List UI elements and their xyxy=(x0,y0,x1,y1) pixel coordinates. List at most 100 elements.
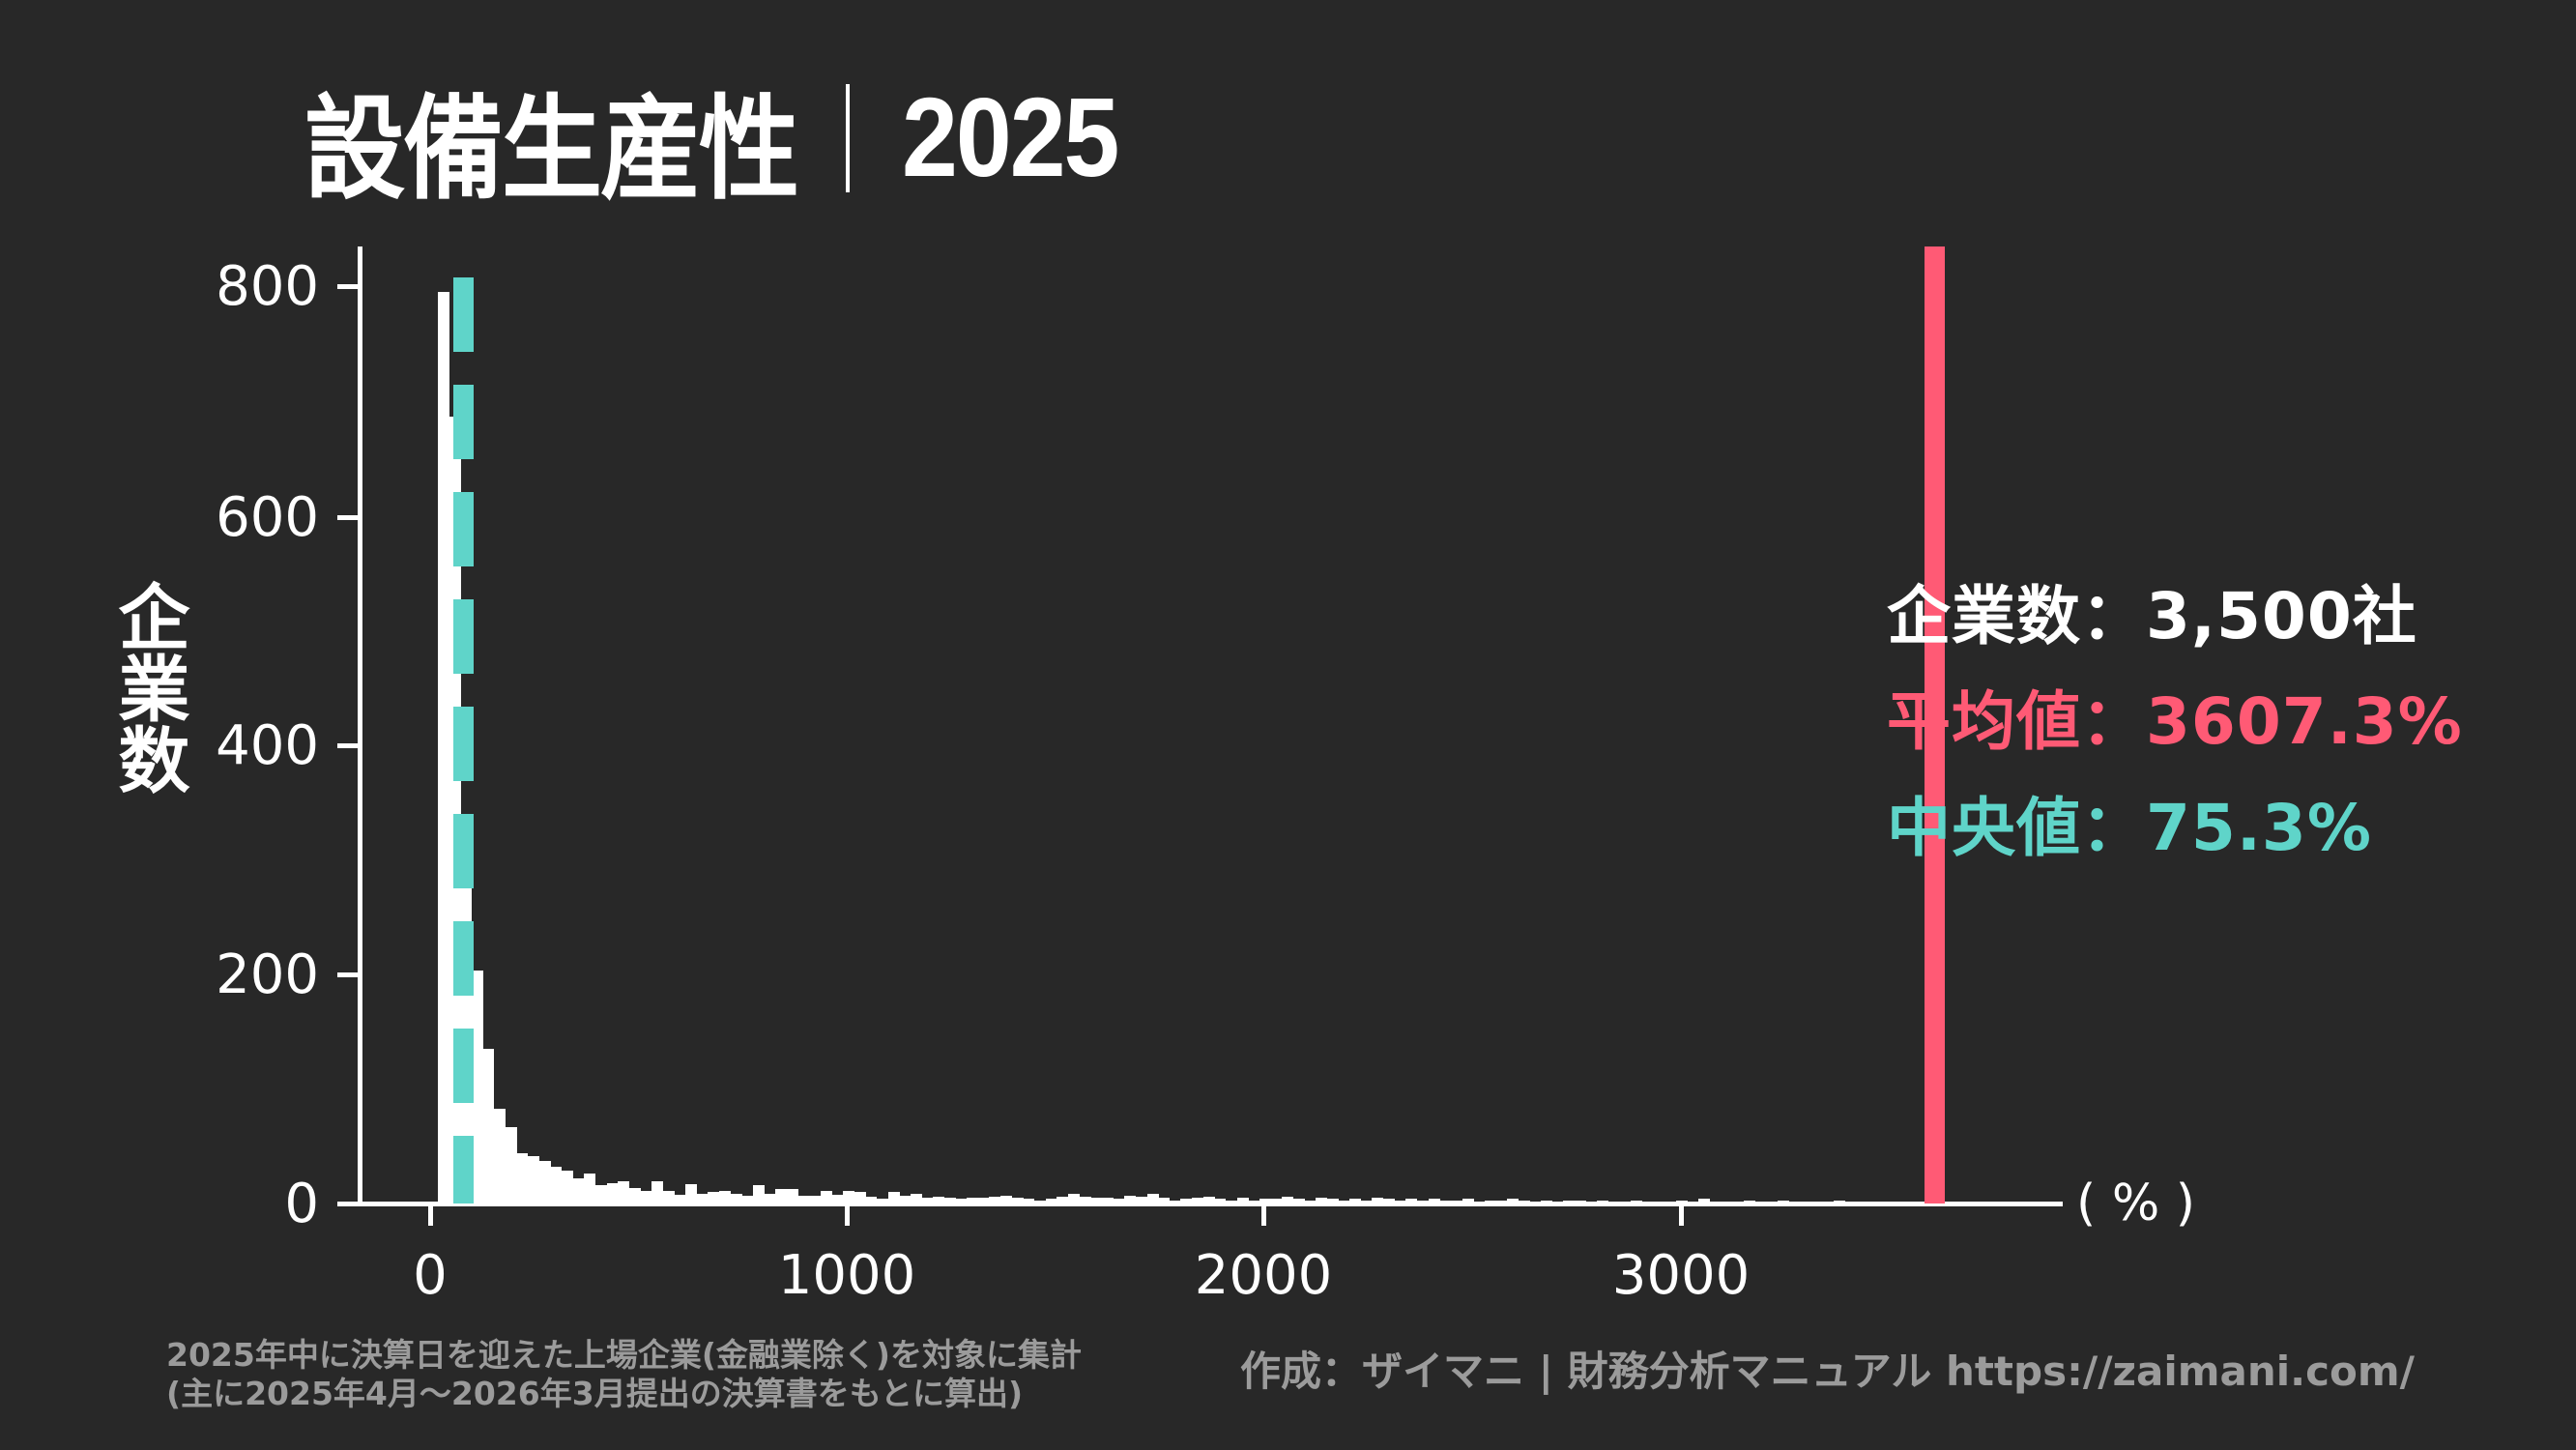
histogram-bar xyxy=(1360,1200,1373,1203)
histogram-bar xyxy=(831,1194,844,1203)
histogram-bar xyxy=(1698,1199,1711,1203)
x-tick-label-3000: 3000 xyxy=(1611,1244,1751,1307)
histogram-bar xyxy=(1631,1200,1643,1203)
histogram-bar xyxy=(1394,1200,1406,1203)
median-line xyxy=(453,277,474,1204)
histogram-bar xyxy=(955,1199,968,1203)
histogram-bar xyxy=(943,1198,956,1203)
histogram-bar xyxy=(482,1049,495,1203)
x-tick-3000 xyxy=(1679,1204,1684,1226)
histogram-bar xyxy=(1214,1199,1227,1203)
histogram-bar xyxy=(786,1188,798,1203)
histogram-bar xyxy=(1844,1201,1857,1203)
histogram-bar xyxy=(1428,1199,1440,1203)
histogram-bar xyxy=(1495,1200,1508,1203)
histogram-bar xyxy=(1326,1199,1339,1203)
y-tick-600 xyxy=(337,515,360,520)
histogram-bar xyxy=(1810,1201,1823,1203)
histogram-bar xyxy=(1597,1200,1609,1203)
histogram-bar xyxy=(797,1195,810,1203)
mean-line xyxy=(1925,246,1946,1204)
credit-text: 作成：ザイマニ | 財務分析マニュアル https://zaimani.com/ xyxy=(1240,1348,2415,1395)
histogram-bar xyxy=(1180,1199,1193,1203)
footnote-line-1: 2025年中に決算日を迎えた上場企業(金融業除く)を対象に集計 xyxy=(166,1336,1083,1374)
x-tick-label-2000: 2000 xyxy=(1194,1244,1333,1307)
histogram-bar xyxy=(505,1126,517,1203)
histogram-bar xyxy=(1383,1199,1395,1203)
histogram-bar xyxy=(1338,1200,1350,1203)
histogram-bar xyxy=(1822,1201,1835,1203)
histogram-bar xyxy=(865,1197,878,1203)
histogram-bar xyxy=(809,1195,822,1203)
histogram-bar xyxy=(1135,1197,1147,1203)
histogram-bar xyxy=(1192,1198,1204,1203)
x-tick-0 xyxy=(428,1204,433,1226)
histogram-bar xyxy=(1754,1201,1767,1203)
histogram-bar xyxy=(1462,1199,1474,1203)
histogram-bar xyxy=(1675,1200,1688,1203)
x-tick-label-0: 0 xyxy=(413,1244,448,1307)
histogram-bar xyxy=(685,1184,697,1203)
histogram-bar xyxy=(1788,1201,1801,1203)
histogram-bar xyxy=(910,1193,922,1203)
histogram-bar xyxy=(1653,1201,1665,1203)
median-annotation: 中央値：75.3% xyxy=(1887,791,2372,865)
histogram-bar xyxy=(1484,1200,1496,1203)
histogram-bar xyxy=(730,1193,742,1203)
y-tick-label-800: 800 xyxy=(216,255,319,318)
histogram-bar xyxy=(528,1155,539,1203)
histogram-bar xyxy=(877,1199,888,1203)
y-tick-0 xyxy=(337,1202,360,1206)
histogram-bar xyxy=(1023,1199,1035,1203)
histogram-bar xyxy=(967,1198,979,1203)
x-axis-line xyxy=(337,1202,2063,1206)
y-tick-200 xyxy=(337,972,360,977)
histogram-bar xyxy=(764,1193,776,1203)
histogram-bar xyxy=(1687,1201,1699,1203)
x-tick-2000 xyxy=(1261,1204,1266,1226)
histogram-bar xyxy=(989,1197,1001,1203)
histogram-bar xyxy=(1721,1201,1733,1203)
histogram-bar xyxy=(628,1187,641,1203)
histogram-bar xyxy=(1045,1199,1057,1203)
x-tick-1000 xyxy=(845,1204,850,1226)
histogram-bar xyxy=(1541,1200,1553,1203)
histogram-bar xyxy=(708,1192,720,1203)
histogram-bar xyxy=(471,970,483,1203)
histogram-bar xyxy=(1259,1199,1271,1203)
histogram-bar xyxy=(1000,1195,1013,1203)
histogram-bar xyxy=(572,1178,585,1203)
histogram-bar xyxy=(618,1180,630,1203)
histogram-bar xyxy=(820,1191,832,1203)
histogram-bar xyxy=(1585,1201,1598,1203)
histogram-bar xyxy=(1068,1193,1080,1203)
histogram-bar xyxy=(1856,1201,1868,1203)
histogram-bar xyxy=(887,1192,900,1203)
histogram-bar xyxy=(1248,1200,1260,1203)
histogram-bar xyxy=(1056,1197,1069,1203)
histogram-bar xyxy=(1202,1197,1215,1203)
histogram-bar xyxy=(1743,1200,1755,1203)
histogram-bar xyxy=(1090,1198,1103,1203)
histogram-bar xyxy=(1146,1193,1159,1203)
histogram-bar xyxy=(1507,1199,1520,1203)
histogram-bar xyxy=(1664,1201,1677,1203)
histogram-bar xyxy=(584,1174,596,1203)
histogram-bar xyxy=(651,1180,664,1203)
histogram-bar xyxy=(977,1198,990,1203)
histogram-bar xyxy=(719,1191,731,1203)
histogram-bar xyxy=(1529,1201,1542,1203)
histogram-bar xyxy=(1292,1199,1305,1203)
histogram-bar xyxy=(775,1188,788,1203)
histogram-bar xyxy=(843,1191,855,1203)
histogram-bar xyxy=(921,1198,934,1203)
histogram-bar xyxy=(1101,1198,1114,1203)
histogram-bar xyxy=(1270,1199,1283,1203)
histogram-bar xyxy=(1034,1200,1046,1203)
histogram-bar xyxy=(1641,1201,1654,1203)
histogram-bar xyxy=(899,1195,912,1203)
histogram-bar xyxy=(1563,1200,1576,1203)
histogram-bar xyxy=(1226,1200,1237,1203)
y-tick-label-200: 200 xyxy=(216,943,319,1006)
footnote-line-2: (主に2025年4月〜2026年3月提出の決算書をもとに算出) xyxy=(166,1375,1024,1412)
